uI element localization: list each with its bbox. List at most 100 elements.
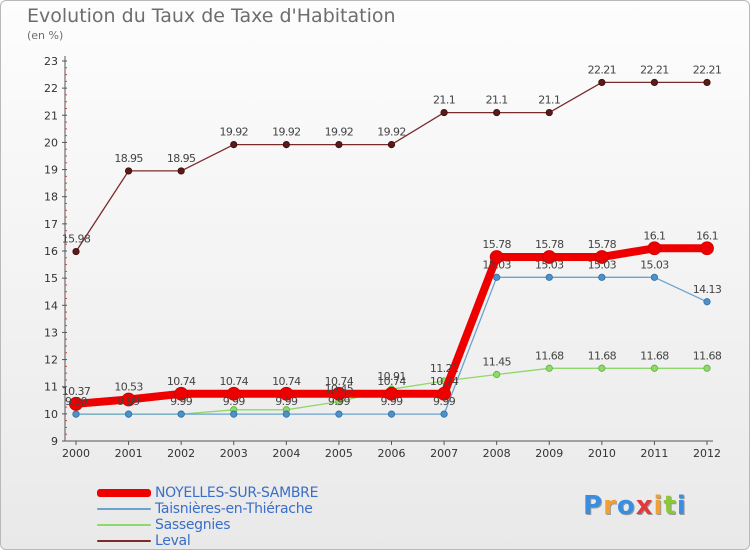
- legend-item: Taisnières-en-Thiérache: [97, 501, 397, 517]
- data-point-noyelles-sur-sambre: [121, 392, 136, 407]
- x-tick-label: 2012: [693, 447, 721, 460]
- data-point-taisni-res-en-thi-rache: [282, 410, 290, 418]
- data-label-leval: 22.21: [693, 63, 722, 76]
- logo-letter: P: [583, 491, 604, 521]
- y-tick-label: 13: [44, 326, 58, 339]
- y-tick-label: 18: [44, 191, 58, 204]
- data-point-taisni-res-en-thi-rache: [387, 410, 396, 418]
- legend-label: Sassegnies: [155, 517, 231, 533]
- x-tick-label: 2004: [272, 447, 300, 460]
- y-tick-label: 16: [44, 245, 58, 258]
- legend-label: Taisnières-en-Thiérache: [155, 501, 313, 517]
- data-label-taisni-res-en-thi-rache: 9.99: [328, 395, 351, 408]
- data-point-leval: [282, 141, 290, 149]
- legend-item: Sassegnies: [97, 517, 397, 533]
- y-tick-label: 17: [44, 218, 58, 231]
- data-point-taisni-res-en-thi-rache: [545, 273, 553, 281]
- data-label-sassegnies: 11.45: [482, 356, 511, 369]
- data-label-noyelles-sur-sambre: 10.74: [430, 375, 459, 388]
- data-label-noyelles-sur-sambre: 15.78: [535, 238, 564, 251]
- data-point-leval: [335, 141, 343, 149]
- x-tick-label: 2007: [430, 447, 458, 460]
- y-tick-label: 9: [51, 435, 58, 448]
- data-label-taisni-res-en-thi-rache: 9.99: [65, 395, 88, 408]
- legend-swatch: [97, 489, 151, 497]
- y-tick-label: 20: [44, 136, 58, 149]
- x-tick-label: 2005: [325, 447, 353, 460]
- data-point-leval: [230, 141, 238, 149]
- data-label-leval: 22.21: [640, 63, 669, 76]
- logo-letter: x: [635, 491, 654, 521]
- data-label-sassegnies: 11.21: [430, 362, 459, 375]
- x-tick-label: 2008: [483, 447, 511, 460]
- data-point-leval: [493, 108, 501, 117]
- data-label-taisni-res-en-thi-rache: 14.13: [693, 283, 722, 296]
- data-point-leval: [72, 247, 80, 256]
- x-tick-label: 2000: [62, 447, 90, 460]
- data-label-noyelles-sur-sambre: 10.74: [220, 375, 249, 388]
- series-line-leval: [75, 81, 708, 253]
- data-point-noyelles-sur-sambre: [69, 396, 83, 411]
- data-point-taisni-res-en-thi-rache: [598, 273, 606, 281]
- data-label-taisni-res-en-thi-rache: 9.99: [170, 395, 193, 408]
- data-label-noyelles-sur-sambre: 16.1: [643, 229, 665, 242]
- x-tick-label: 2001: [115, 447, 143, 460]
- y-tick-label: 22: [44, 82, 58, 95]
- data-point-sassegnies: [545, 364, 553, 372]
- x-tick-label: 2002: [167, 447, 195, 460]
- series-layer: [69, 78, 714, 418]
- data-label-taisni-res-en-thi-rache: 15.03: [482, 258, 511, 271]
- data-point-taisni-res-en-thi-rache: [440, 410, 448, 418]
- data-point-leval: [545, 108, 553, 117]
- data-label-noyelles-sur-sambre: 15.78: [588, 238, 617, 251]
- y-tick-label: 11: [44, 381, 58, 394]
- data-point-taisni-res-en-thi-rache: [72, 410, 80, 418]
- data-label-leval: 15.98: [62, 233, 91, 246]
- data-point-leval: [650, 78, 659, 87]
- data-label-leval: 19.92: [377, 126, 406, 139]
- y-tick-label: 10: [44, 408, 58, 421]
- data-point-leval: [177, 167, 185, 175]
- data-label-leval: 19.92: [272, 126, 301, 139]
- data-label-leval: 18.95: [114, 152, 143, 165]
- data-point-noyelles-sur-sambre: [542, 250, 557, 264]
- x-tick-label: 2011: [640, 447, 668, 460]
- data-label-taisni-res-en-thi-rache: 9.99: [223, 395, 246, 408]
- chart-title: Evolution du Taux de Taxe d'Habitation: [27, 5, 396, 27]
- data-label-taisni-res-en-thi-rache: 9.99: [118, 395, 141, 408]
- legend: NOYELLES-SUR-SAMBRE Taisnières-en-Thiérac…: [97, 485, 397, 549]
- x-tick-label: 2003: [220, 447, 248, 460]
- legend-item: Leval: [97, 533, 397, 549]
- data-point-taisni-res-en-thi-rache: [124, 410, 133, 418]
- data-label-sassegnies: 11.68: [640, 349, 669, 362]
- data-label-leval: 21.1: [433, 94, 455, 107]
- data-label-noyelles-sur-sambre: 10.37: [62, 385, 91, 398]
- proxiti-logo: Proxiti: [583, 491, 687, 521]
- y-tick-label: 19: [44, 164, 58, 177]
- data-point-noyelles-sur-sambre: [332, 386, 346, 401]
- data-point-sassegnies: [493, 370, 501, 379]
- data-point-leval: [124, 167, 133, 175]
- data-point-sassegnies: [650, 364, 659, 372]
- data-point-taisni-res-en-thi-rache: [177, 410, 185, 418]
- data-label-leval: 18.95: [167, 152, 196, 165]
- logo-letter: t: [663, 491, 677, 521]
- axes: 9 10 11 12 13 14 15 16 17 18 19 20 21 22 23 2000 2001 200…: [44, 55, 721, 460]
- legend-item: NOYELLES-SUR-SAMBRE: [97, 485, 397, 501]
- data-label-taisni-res-en-thi-rache: 15.03: [640, 258, 669, 271]
- data-label-taisni-res-en-thi-rache: 9.99: [275, 395, 298, 408]
- y-tick-label: 12: [44, 354, 58, 367]
- logo-letter: o: [616, 491, 636, 521]
- data-label-noyelles-sur-sambre: 10.74: [272, 375, 301, 388]
- data-label-noyelles-sur-sambre: 10.74: [167, 375, 196, 388]
- data-label-noyelles-sur-sambre: 15.78: [482, 238, 511, 251]
- data-point-leval: [440, 108, 448, 117]
- data-label-leval: 21.1: [486, 94, 508, 107]
- x-tick-label: 2010: [588, 447, 616, 460]
- y-tick-label: 14: [44, 299, 58, 312]
- data-point-leval: [387, 141, 396, 149]
- data-labels-layer: 15.98 18.95 18.95 19.92 19.92 19.92 19.92 21.1 2…: [62, 63, 723, 408]
- data-point-sassegnies: [703, 364, 711, 372]
- logo-letter: r: [603, 491, 617, 521]
